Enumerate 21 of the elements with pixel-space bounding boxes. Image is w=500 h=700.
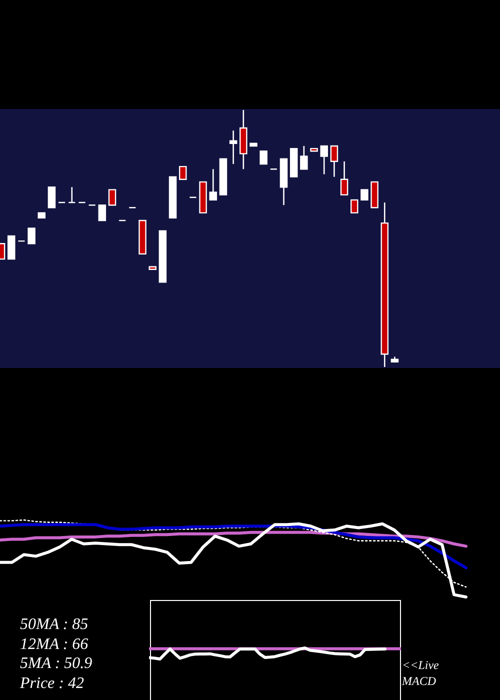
- candlestick: [48, 186, 56, 208]
- candlestick: [178, 166, 187, 180]
- text: Price : 42: [20, 674, 84, 694]
- candlestick: [209, 168, 218, 201]
- candlestick: [300, 145, 308, 170]
- text: 12MA : 66: [20, 634, 88, 655]
- candlestick: [108, 189, 116, 206]
- text: 50MA : 85: [20, 615, 88, 635]
- candlestick: [360, 189, 368, 201]
- candlestick: [350, 199, 358, 214]
- candlestick: [260, 150, 268, 165]
- candlestick: [28, 228, 36, 244]
- candlestick: [229, 130, 238, 165]
- candlestick: [340, 160, 348, 196]
- text: 5MA : 50.9: [20, 654, 92, 674]
- candlestick: [330, 145, 338, 178]
- annotation: <<Live MACD: [402, 657, 440, 689]
- candlestick: [320, 145, 328, 175]
- candlestick: [68, 186, 76, 204]
- candlestick: [98, 204, 106, 222]
- candlestick: [7, 235, 16, 260]
